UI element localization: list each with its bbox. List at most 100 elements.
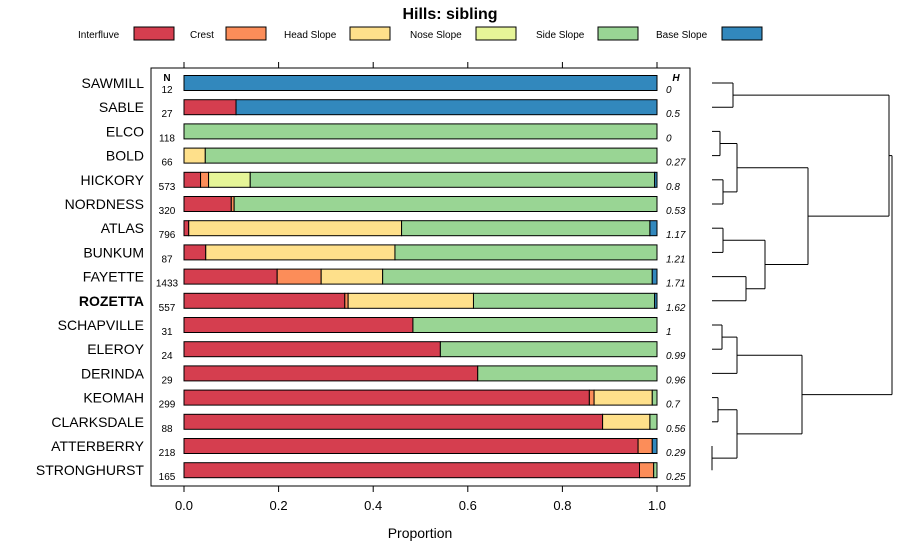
legend-label: Crest (190, 30, 214, 41)
bar-segment (183, 438, 639, 454)
bar-segment (183, 341, 441, 358)
h-header: H (672, 73, 680, 84)
h-value: 0.5 (666, 109, 680, 120)
h-value: 0.96 (666, 375, 686, 386)
bar-segment (649, 220, 658, 237)
legend-swatch (225, 26, 267, 41)
bar-segment (637, 438, 653, 454)
x-tick-label: 0.2 (270, 498, 288, 513)
n-value: 87 (161, 254, 173, 265)
x-tick-label: 0.6 (459, 498, 477, 513)
n-value: 1433 (156, 279, 179, 290)
bar-segment (183, 462, 640, 479)
x-axis: 0.0 0.2 0.4 0.6 0.8 1.0 (175, 62, 666, 513)
bars (183, 75, 658, 479)
bar-segment (183, 147, 206, 164)
bar-segment (183, 365, 479, 382)
category-label: HICKORY (80, 172, 144, 188)
bar-segment (588, 389, 595, 406)
h-value: 1.17 (666, 230, 686, 241)
n-value: 88 (161, 424, 173, 435)
legend-label: Interfluve (78, 30, 120, 41)
category-label: SCHAPVILLE (58, 317, 144, 333)
dendrogram (711, 82, 893, 471)
x-axis-label: Proportion (388, 525, 453, 541)
h-value: 1.71 (666, 279, 685, 290)
category-label: FAYETTE (83, 269, 144, 285)
bar-segment (204, 147, 658, 164)
n-value: 27 (161, 109, 173, 120)
h-value: 0.7 (666, 400, 680, 411)
legend-label: Head Slope (284, 30, 337, 41)
row-labels: SAWMILL 12 0 SABLE 27 0.5 ELCO 118 0 BOLD 66 0.27 HI… (36, 75, 686, 483)
h-value: 0.8 (666, 182, 680, 193)
bar-segment (233, 196, 658, 212)
bar-segment (394, 244, 658, 261)
h-value: 0 (666, 133, 672, 144)
bar-segment (638, 462, 655, 479)
bar-segment (183, 317, 414, 333)
legend-label: Side Slope (536, 30, 585, 41)
n-value: 118 (159, 133, 175, 144)
bar-segment (183, 292, 346, 309)
category-label: ELEROY (87, 341, 144, 357)
bar-segment (651, 438, 658, 454)
h-value: 0 (666, 85, 672, 96)
category-label: BOLD (106, 148, 144, 164)
bar-segment (651, 389, 658, 406)
bar-segment (320, 268, 384, 285)
h-value: 1.62 (666, 303, 686, 314)
x-tick-label: 0.8 (553, 498, 571, 513)
plot-frame (150, 67, 691, 487)
category-label: DERINDA (81, 365, 145, 381)
category-label: CLARKSDALE (51, 414, 144, 430)
n-value: 66 (161, 158, 173, 169)
bar-segment (183, 75, 658, 91)
legend-swatch (475, 26, 517, 41)
category-label: KEOMAH (83, 390, 144, 406)
h-value: 0.27 (666, 158, 686, 169)
bar-segment (183, 171, 202, 188)
h-value: 1 (666, 327, 672, 338)
bar-segment (602, 413, 651, 430)
n-value: 29 (161, 375, 173, 386)
n-value: 165 (159, 472, 176, 483)
bar-segment (183, 389, 590, 406)
chart-title: Hills: sibling (402, 6, 497, 23)
n-value: 12 (161, 85, 173, 96)
x-tick-label: 0.0 (175, 498, 193, 513)
n-value: 796 (159, 230, 176, 241)
bar-segment (477, 365, 658, 382)
legend-swatch (133, 26, 175, 41)
legend-label: Base Slope (656, 30, 708, 41)
category-label: ROZETTA (79, 293, 144, 309)
bar-segment (439, 341, 658, 358)
bar-segment (200, 171, 210, 188)
n-value: 24 (161, 351, 173, 362)
category-label: ELCO (106, 123, 144, 139)
n-value: 299 (159, 400, 176, 411)
bar-segment (249, 171, 656, 188)
n-value: 218 (159, 448, 176, 459)
n-value: 320 (159, 206, 176, 217)
category-label: SAWMILL (82, 75, 145, 91)
legend: Interfluve Crest Head Slope Nose Slope Side … (78, 26, 763, 41)
bar-segment (593, 389, 653, 406)
n-value: 31 (161, 327, 173, 338)
h-value: 0.53 (666, 206, 686, 217)
bar-segment (276, 268, 322, 285)
bar-segment (183, 99, 237, 116)
bar-segment (183, 244, 207, 261)
bar-segment (651, 268, 658, 285)
n-value: 573 (159, 182, 176, 193)
bar-segment (183, 220, 190, 237)
category-label: STRONGHURST (36, 462, 145, 478)
h-value: 0.29 (666, 448, 686, 459)
n-value: 557 (159, 303, 176, 314)
bar-segment (188, 220, 403, 237)
n-header: N (163, 73, 170, 84)
bar-segment (401, 220, 651, 237)
category-label: SABLE (99, 99, 144, 115)
bar-segment (654, 292, 658, 309)
